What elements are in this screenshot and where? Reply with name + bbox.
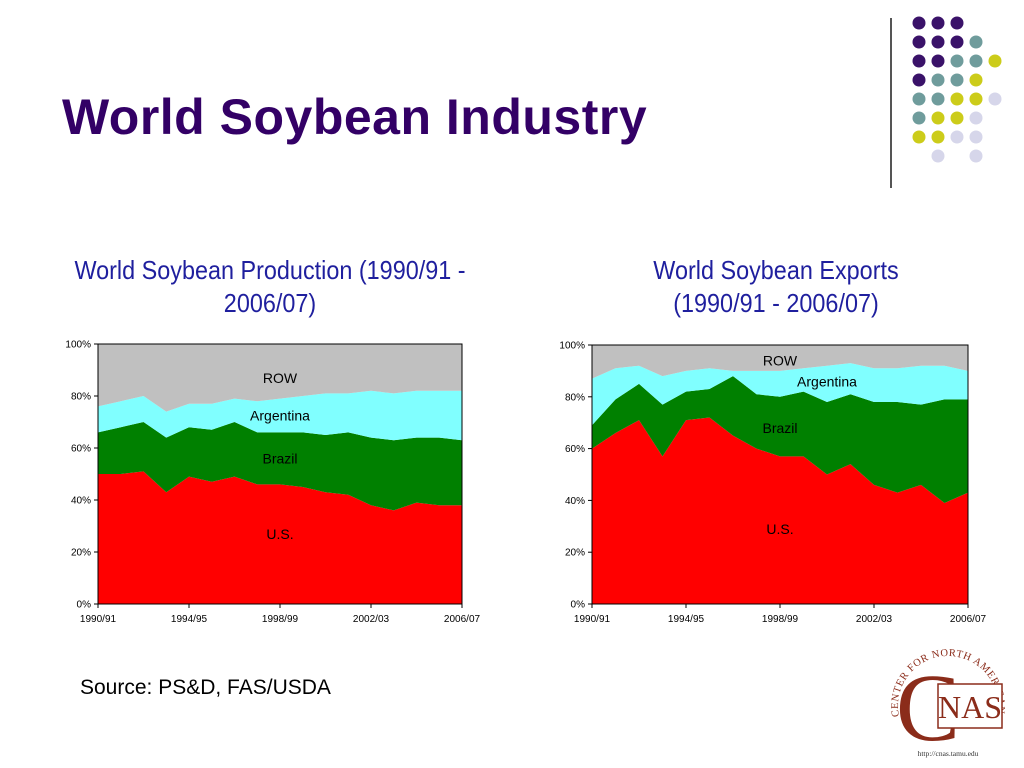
- exports-y-tick-label: 0%: [571, 600, 586, 611]
- exports-x-tick-label: 2002/03: [856, 614, 893, 625]
- exports-y-tick-label: 60%: [565, 444, 585, 455]
- production-chart-title-line1: World Soybean Production (1990/91 -: [74, 255, 466, 285]
- decorative-dot: [931, 92, 945, 106]
- decorative-dot: [969, 35, 983, 49]
- exports-plot-border: [591, 344, 969, 605]
- production-area-brazil: [98, 422, 462, 511]
- production-area-argentina: [98, 390, 462, 441]
- exports-area-argentina: [592, 363, 968, 426]
- production-area-row: [98, 344, 462, 412]
- decorative-dot: [912, 73, 926, 87]
- decorative-dot: [931, 73, 945, 87]
- cnas-logo: CENTER FOR NORTH AMERICAN STUDIES C NAS …: [878, 632, 1006, 761]
- decorative-dot: [969, 73, 983, 87]
- decorative-dot: [969, 54, 983, 68]
- exports-area-brazil: [592, 376, 968, 503]
- decorative-dot: [969, 92, 983, 106]
- decorative-dot: [969, 111, 983, 125]
- decorative-dot: [969, 149, 983, 163]
- decorative-dot: [950, 54, 964, 68]
- production-y-tick-label: 60%: [71, 444, 91, 455]
- decorative-dot: [912, 111, 926, 125]
- exports-chart-title: World Soybean Exports (1990/91 - 2006/07…: [551, 254, 1001, 320]
- production-chart-title: World Soybean Production (1990/91 - 2006…: [45, 254, 495, 320]
- slide-title: World Soybean Industry: [62, 89, 648, 145]
- decorative-dot: [912, 35, 926, 49]
- exports-chart-title-line1: World Soybean Exports: [653, 255, 899, 285]
- cnas-logo-url: http://cnas.tamu.edu: [918, 749, 979, 758]
- exports-area-us: [592, 417, 968, 604]
- decorative-dot: [950, 130, 964, 144]
- production-area-us: [98, 471, 462, 604]
- exports-x-tick-label: 1994/95: [668, 614, 705, 625]
- exports-series-label: U.S.: [766, 521, 793, 537]
- decorative-dot: [969, 130, 983, 144]
- production-plot-border: [97, 343, 463, 605]
- production-y-tick-label: 0%: [77, 600, 92, 611]
- production-y-tick-label: 100%: [65, 340, 91, 351]
- decorative-dot: [912, 130, 926, 144]
- decorative-dot: [988, 92, 1002, 106]
- decorative-dot: [931, 16, 945, 30]
- decorative-dot-grid: [912, 16, 1002, 163]
- production-x-tick-label: 1998/99: [262, 614, 299, 625]
- decorative-dot: [931, 111, 945, 125]
- decorative-dot: [950, 92, 964, 106]
- production-y-tick-label: 40%: [71, 496, 91, 507]
- production-series-label: Brazil: [262, 450, 297, 466]
- decorative-dot: [912, 54, 926, 68]
- decorative-dot: [931, 35, 945, 49]
- exports-y-tick-label: 20%: [565, 548, 585, 559]
- exports-series-label: Brazil: [762, 420, 797, 436]
- production-chart-title-line2: 2006/07): [223, 288, 317, 318]
- production-x-tick-label: 1990/91: [80, 614, 117, 625]
- decorative-dot: [950, 111, 964, 125]
- production-y-tick-label: 20%: [71, 548, 91, 559]
- production-series-label: Argentina: [250, 408, 310, 424]
- production-y-tick-label: 80%: [71, 392, 91, 403]
- decorative-dot: [912, 16, 926, 30]
- title-divider: [890, 18, 892, 188]
- exports-series-label: Argentina: [797, 373, 857, 389]
- decorative-dot: [931, 130, 945, 144]
- exports-x-tick-label: 2006/07: [950, 614, 987, 625]
- decorative-dot: [988, 54, 1002, 68]
- exports-x-tick-label: 1990/91: [574, 614, 611, 625]
- decorative-dot: [950, 35, 964, 49]
- decorative-dot: [912, 92, 926, 106]
- exports-chart-title-line2: (1990/91 - 2006/07): [673, 288, 879, 318]
- decorative-dot: [950, 16, 964, 30]
- exports-y-tick-label: 80%: [565, 392, 585, 403]
- decorative-dot: [950, 73, 964, 87]
- exports-y-tick-label: 100%: [559, 341, 585, 352]
- production-x-tick-label: 2006/07: [444, 614, 481, 625]
- production-series-label: ROW: [263, 370, 298, 386]
- production-x-tick-label: 1994/95: [171, 614, 208, 625]
- cnas-logo-letters: NAS: [938, 689, 1002, 725]
- decorative-dot: [931, 54, 945, 68]
- production-x-tick-label: 2002/03: [353, 614, 390, 625]
- exports-y-tick-label: 40%: [565, 496, 585, 507]
- cnas-logo-box: [937, 683, 1003, 729]
- exports-series-label: ROW: [763, 353, 798, 369]
- source-note: Source: PS&D, FAS/USDA: [80, 676, 331, 699]
- decorative-dot: [931, 149, 945, 163]
- exports-area-row: [592, 345, 968, 379]
- exports-x-tick-label: 1998/99: [762, 614, 799, 625]
- production-series-label: U.S.: [266, 526, 293, 542]
